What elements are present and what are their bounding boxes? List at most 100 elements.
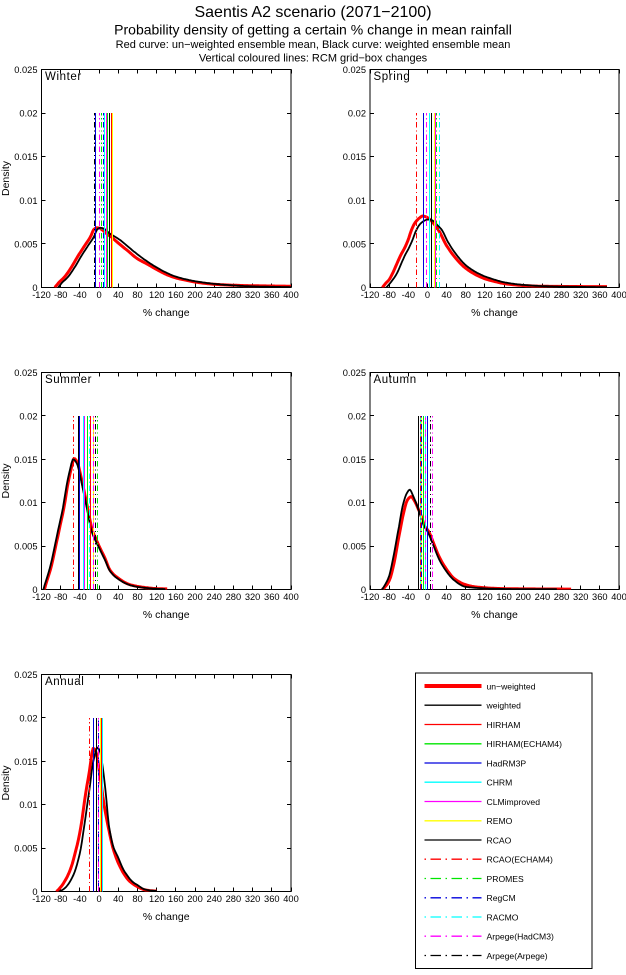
svg-text:240: 240 — [535, 290, 551, 300]
svg-text:Saentis A2 scenario (2071−2100: Saentis A2 scenario (2071−2100) — [194, 4, 431, 21]
svg-text:0: 0 — [361, 283, 366, 293]
svg-text:0.025: 0.025 — [14, 65, 37, 75]
svg-text:200: 200 — [187, 894, 203, 904]
svg-text:0.015: 0.015 — [14, 757, 37, 767]
svg-text:0.01: 0.01 — [348, 196, 366, 206]
svg-text:-40: -40 — [73, 290, 86, 300]
svg-text:PROMES: PROMES — [487, 874, 525, 884]
svg-text:0.015: 0.015 — [14, 455, 37, 465]
svg-text:0.015: 0.015 — [343, 455, 366, 465]
svg-text:HIRHAM: HIRHAM — [487, 720, 521, 730]
svg-text:Probability density of getting: Probability density of getting a certain… — [114, 22, 512, 38]
svg-text:0.005: 0.005 — [343, 542, 366, 552]
svg-text:0: 0 — [361, 585, 366, 595]
svg-text:0: 0 — [32, 283, 37, 293]
svg-text:0.01: 0.01 — [19, 800, 37, 810]
svg-text:320: 320 — [245, 290, 261, 300]
svg-text:-80: -80 — [54, 894, 67, 904]
svg-text:120: 120 — [149, 290, 165, 300]
svg-text:240: 240 — [535, 592, 551, 602]
svg-text:400: 400 — [283, 894, 299, 904]
svg-text:-80: -80 — [54, 290, 67, 300]
svg-text:0.015: 0.015 — [343, 152, 366, 162]
svg-text:0.01: 0.01 — [19, 196, 37, 206]
svg-text:0.02: 0.02 — [348, 411, 366, 421]
svg-text:-120: -120 — [361, 592, 380, 602]
svg-text:120: 120 — [477, 592, 493, 602]
svg-text:0: 0 — [97, 894, 102, 904]
svg-text:0.005: 0.005 — [14, 542, 37, 552]
svg-text:Density: Density — [0, 463, 12, 499]
svg-text:0: 0 — [32, 585, 37, 595]
svg-text:200: 200 — [515, 592, 531, 602]
svg-text:280: 280 — [554, 592, 570, 602]
svg-text:240: 240 — [206, 894, 222, 904]
svg-text:RCAO(ECHAM4): RCAO(ECHAM4) — [487, 855, 554, 865]
svg-text:HadRM3P: HadRM3P — [487, 758, 527, 768]
svg-text:0: 0 — [425, 592, 430, 602]
svg-text:160: 160 — [496, 290, 512, 300]
svg-text:0.025: 0.025 — [343, 65, 366, 75]
svg-text:80: 80 — [132, 592, 142, 602]
svg-text:0.02: 0.02 — [19, 109, 37, 119]
svg-text:-40: -40 — [73, 592, 86, 602]
svg-text:Annual: Annual — [45, 676, 84, 688]
svg-text:0.025: 0.025 — [14, 670, 37, 680]
svg-text:Arpege(HadCM3): Arpege(HadCM3) — [487, 932, 554, 942]
svg-text:200: 200 — [187, 592, 203, 602]
svg-text:un−weighted: un−weighted — [487, 681, 536, 691]
svg-text:400: 400 — [611, 592, 626, 602]
svg-text:RegCM: RegCM — [487, 893, 516, 903]
svg-text:40: 40 — [441, 592, 451, 602]
svg-text:160: 160 — [168, 894, 184, 904]
svg-text:0.005: 0.005 — [14, 844, 37, 854]
svg-text:0.02: 0.02 — [348, 109, 366, 119]
svg-text:0.005: 0.005 — [343, 239, 366, 249]
svg-text:400: 400 — [611, 290, 626, 300]
svg-text:% change: % change — [143, 911, 190, 923]
svg-text:-80: -80 — [382, 290, 395, 300]
svg-text:160: 160 — [168, 290, 184, 300]
svg-text:% change: % change — [143, 609, 190, 621]
svg-text:240: 240 — [206, 290, 222, 300]
svg-text:40: 40 — [441, 290, 451, 300]
svg-text:-80: -80 — [54, 592, 67, 602]
svg-text:-120: -120 — [361, 290, 380, 300]
svg-text:-40: -40 — [73, 894, 86, 904]
svg-text:360: 360 — [592, 290, 608, 300]
svg-text:160: 160 — [168, 592, 184, 602]
svg-text:160: 160 — [496, 592, 512, 602]
svg-text:0.015: 0.015 — [14, 152, 37, 162]
svg-text:320: 320 — [245, 894, 261, 904]
svg-text:360: 360 — [264, 290, 280, 300]
svg-text:280: 280 — [554, 290, 570, 300]
svg-text:360: 360 — [264, 894, 280, 904]
svg-text:120: 120 — [149, 894, 165, 904]
svg-text:200: 200 — [187, 290, 203, 300]
svg-text:240: 240 — [206, 592, 222, 602]
svg-text:Arpege(Arpege): Arpege(Arpege) — [487, 951, 548, 961]
svg-text:0.025: 0.025 — [14, 368, 37, 378]
svg-text:320: 320 — [245, 592, 261, 602]
svg-text:40: 40 — [113, 290, 123, 300]
svg-text:0: 0 — [425, 290, 430, 300]
svg-text:0.01: 0.01 — [19, 498, 37, 508]
svg-text:0.025: 0.025 — [343, 368, 366, 378]
svg-text:HIRHAM(ECHAM4): HIRHAM(ECHAM4) — [487, 739, 563, 749]
svg-text:CHRM: CHRM — [487, 778, 513, 788]
svg-text:80: 80 — [461, 592, 471, 602]
svg-text:-120: -120 — [32, 592, 51, 602]
svg-text:Summer: Summer — [45, 374, 92, 386]
svg-text:RACMO: RACMO — [487, 912, 519, 922]
svg-text:280: 280 — [226, 290, 242, 300]
svg-text:320: 320 — [573, 290, 589, 300]
svg-text:0: 0 — [97, 290, 102, 300]
svg-text:40: 40 — [113, 894, 123, 904]
svg-text:RCAO: RCAO — [487, 835, 512, 845]
svg-text:-120: -120 — [32, 894, 51, 904]
svg-text:Vertical coloured lines: RCM g: Vertical coloured lines: RCM grid−box ch… — [199, 53, 428, 65]
svg-text:Red curve: un−weighted ensembl: Red curve: un−weighted ensemble mean, Bl… — [116, 39, 511, 51]
svg-text:120: 120 — [477, 290, 493, 300]
svg-text:360: 360 — [264, 592, 280, 602]
svg-text:80: 80 — [132, 894, 142, 904]
